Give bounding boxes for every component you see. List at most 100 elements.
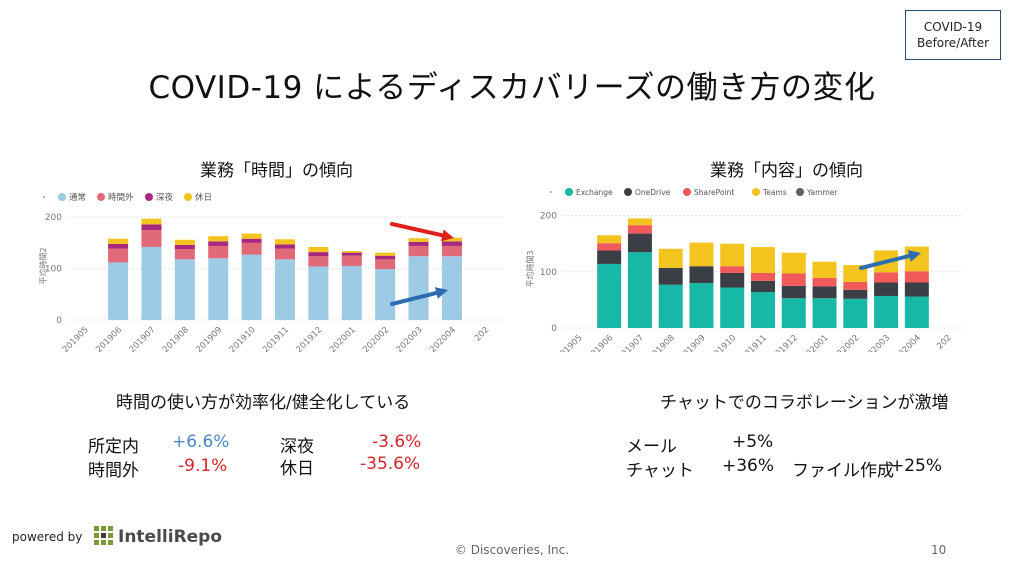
- increase-arrow-left-shaft: [390, 290, 439, 306]
- bar-segment: [375, 255, 396, 260]
- legend-swatch: [145, 193, 153, 201]
- x-tick-label: 201910: [228, 325, 258, 352]
- x-tick-label: 201905: [61, 325, 91, 352]
- stat-label-holiday: 休日: [280, 459, 314, 479]
- bar-segment: [308, 266, 329, 320]
- legend-swatch: [565, 188, 573, 196]
- intellireport-logo: IntelliReport: [94, 526, 222, 547]
- bar-segment: [781, 298, 806, 328]
- bar-segment: [375, 259, 396, 270]
- bar-segment: [781, 273, 806, 286]
- bar-segment: [658, 267, 683, 285]
- bar-segment: [441, 245, 462, 257]
- right-chart-subtitle: 業務「内容」の傾向: [710, 161, 863, 181]
- bar-segment: [720, 272, 745, 288]
- left-caption: 時間の使い方が効率化/健全化している: [116, 393, 411, 413]
- stat-value-late-night: -3.6%: [372, 432, 422, 452]
- bar-segment: [375, 269, 396, 320]
- x-tick-label: 201911: [739, 333, 769, 352]
- legend-label: OneDrive: [635, 188, 671, 197]
- bar-segment: [812, 277, 837, 287]
- legend-label: Yammer: [806, 188, 838, 197]
- bar-segment: [720, 287, 745, 328]
- legend-label: 時間外: [108, 192, 134, 203]
- bar-segment: [658, 248, 683, 268]
- bar-segment: [375, 252, 396, 256]
- y-axis-label: 平均時間2: [38, 247, 48, 284]
- bar-segment: [174, 249, 195, 260]
- bar-segment: [241, 233, 262, 239]
- bar-segment: [341, 266, 362, 320]
- bar-segment: [689, 242, 714, 267]
- bar-segment: [874, 295, 899, 328]
- x-tick-label: 201912: [294, 325, 324, 352]
- bar-segment: [627, 252, 652, 328]
- bar-segment: [751, 280, 775, 293]
- bar-segment: [108, 238, 129, 244]
- stat-value-file-creation: +25%: [890, 456, 943, 476]
- bar-segment: [689, 266, 714, 284]
- bar-segment: [141, 218, 162, 225]
- x-tick-label: 202001: [328, 325, 358, 352]
- work-content-chart: 0 100 200 平均時間3 Exchange OneDrive SharePoint Te…: [525, 188, 963, 352]
- x-tick-label: 202002: [831, 333, 861, 352]
- bar-segment: [308, 252, 329, 257]
- stat-value-holiday: -35.6%: [360, 454, 421, 474]
- bar-segment: [812, 286, 837, 299]
- x-tick-label: 202003: [395, 325, 425, 352]
- bar-segment: [308, 246, 329, 253]
- legend-swatch: [58, 193, 66, 201]
- x-tick-label: 202: [935, 333, 954, 352]
- legend-swatch: [624, 188, 632, 196]
- bar-segment: [341, 255, 362, 266]
- bar-segment: [108, 262, 129, 320]
- legend-swatch: [752, 188, 760, 196]
- legend-label: 通常: [69, 192, 86, 203]
- bar-segment: [781, 252, 806, 274]
- legend-swatch: [97, 193, 105, 201]
- bar-segment: [341, 252, 362, 256]
- stat-value-overtime: -9.1%: [178, 456, 228, 476]
- bar-segment: [241, 242, 262, 255]
- bar-segment: [274, 239, 296, 245]
- increase-arrow-right-shaft: [859, 253, 912, 270]
- y-tick-label: 100: [45, 265, 62, 275]
- bar-segment: [408, 245, 429, 257]
- bar-segment: [689, 283, 714, 328]
- bar-segment: [597, 263, 622, 328]
- covid-before-after-badge: COVID-19 Before/After: [905, 10, 1001, 60]
- bar-segment: [408, 241, 429, 246]
- bar-segment: [874, 282, 899, 296]
- x-tick-label: 201910: [708, 333, 738, 352]
- stat-label-scheduled: 所定内: [88, 437, 139, 457]
- stat-label-mail: メール: [626, 437, 677, 457]
- bar-segment: [274, 244, 296, 249]
- bar-segment: [812, 261, 837, 278]
- stat-label-chat: チャット: [626, 461, 694, 481]
- legend-swatch: [184, 193, 192, 201]
- x-tick-label: 201909: [678, 333, 708, 352]
- decrease-arrow: [440, 229, 454, 242]
- bar-segment: [720, 243, 745, 267]
- bar-segment: [658, 284, 683, 328]
- x-tick-label: 202003: [862, 333, 892, 352]
- stat-value-mail: +5%: [732, 432, 774, 452]
- bar-segment: [751, 272, 775, 281]
- legend-dots-icon: [43, 196, 45, 198]
- legend-label: Teams: [762, 188, 787, 197]
- bar-segment: [751, 247, 775, 273]
- bar-segment: [141, 230, 162, 247]
- bar-segment: [751, 292, 775, 328]
- bar-segment: [812, 298, 837, 328]
- bar-segment: [208, 241, 229, 246]
- decrease-arrow-shaft: [390, 222, 445, 238]
- bar-segment: [627, 233, 652, 253]
- page-number: 10: [931, 543, 947, 557]
- slide-title: COVID-19 によるディスカバリーズの働き方の変化: [148, 70, 876, 106]
- x-tick-label: 201909: [194, 325, 224, 352]
- bar-segment: [843, 298, 868, 328]
- stat-value-scheduled: +6.6%: [172, 432, 230, 452]
- x-tick-label: 201908: [161, 325, 191, 352]
- bar-segment: [241, 254, 262, 320]
- badge-line-1: COVID-19: [923, 20, 983, 34]
